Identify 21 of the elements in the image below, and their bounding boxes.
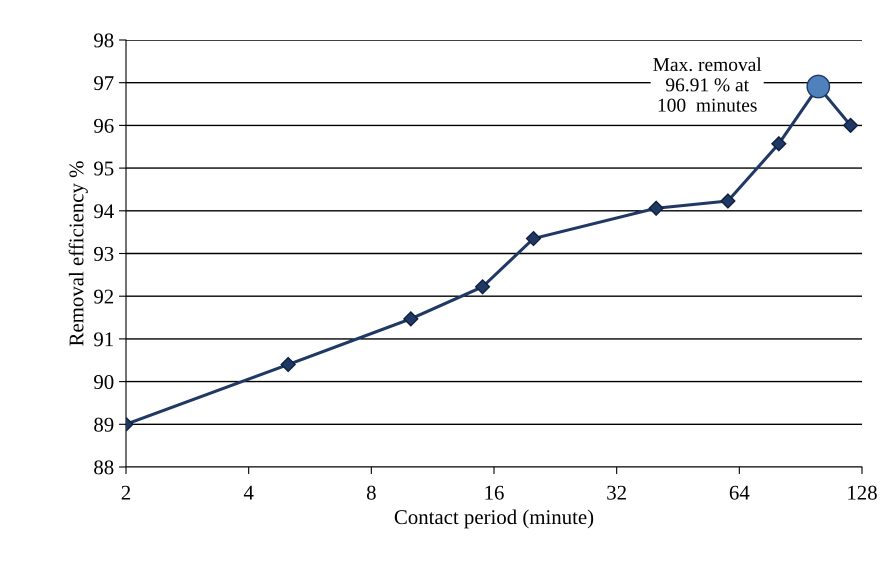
x-tick-label: 2 bbox=[122, 486, 130, 500]
x-axis-title: Contact period (minute) bbox=[394, 510, 594, 528]
x-tick-label: 8 bbox=[366, 486, 376, 500]
y-tick-label: 91 bbox=[94, 332, 113, 346]
y-tick-label: 94 bbox=[94, 204, 114, 218]
y-tick-label: 98 bbox=[94, 33, 114, 48]
y-tick-label: 93 bbox=[94, 246, 114, 261]
y-tick-label: 95 bbox=[94, 162, 114, 176]
y-axis-title: Removal efficiency % bbox=[68, 161, 88, 346]
y-tick-label: 88 bbox=[94, 460, 114, 474]
y-tick-label: 90 bbox=[94, 374, 114, 390]
x-tick-label: 128 bbox=[848, 486, 877, 500]
y-tick-label: 92 bbox=[94, 290, 114, 304]
x-tick-label: 16 bbox=[485, 486, 504, 500]
annotation: Max. removal 96.91 % at 100 minutes bbox=[653, 57, 762, 112]
y-tick-label: 97 bbox=[94, 76, 114, 90]
y-tick-label: 89 bbox=[94, 418, 114, 432]
x-tick-label: 64 bbox=[730, 486, 750, 500]
x-tick-label: 32 bbox=[607, 486, 626, 500]
x-tick-label: 4 bbox=[244, 486, 254, 500]
y-tick-label: 96 bbox=[94, 118, 114, 133]
